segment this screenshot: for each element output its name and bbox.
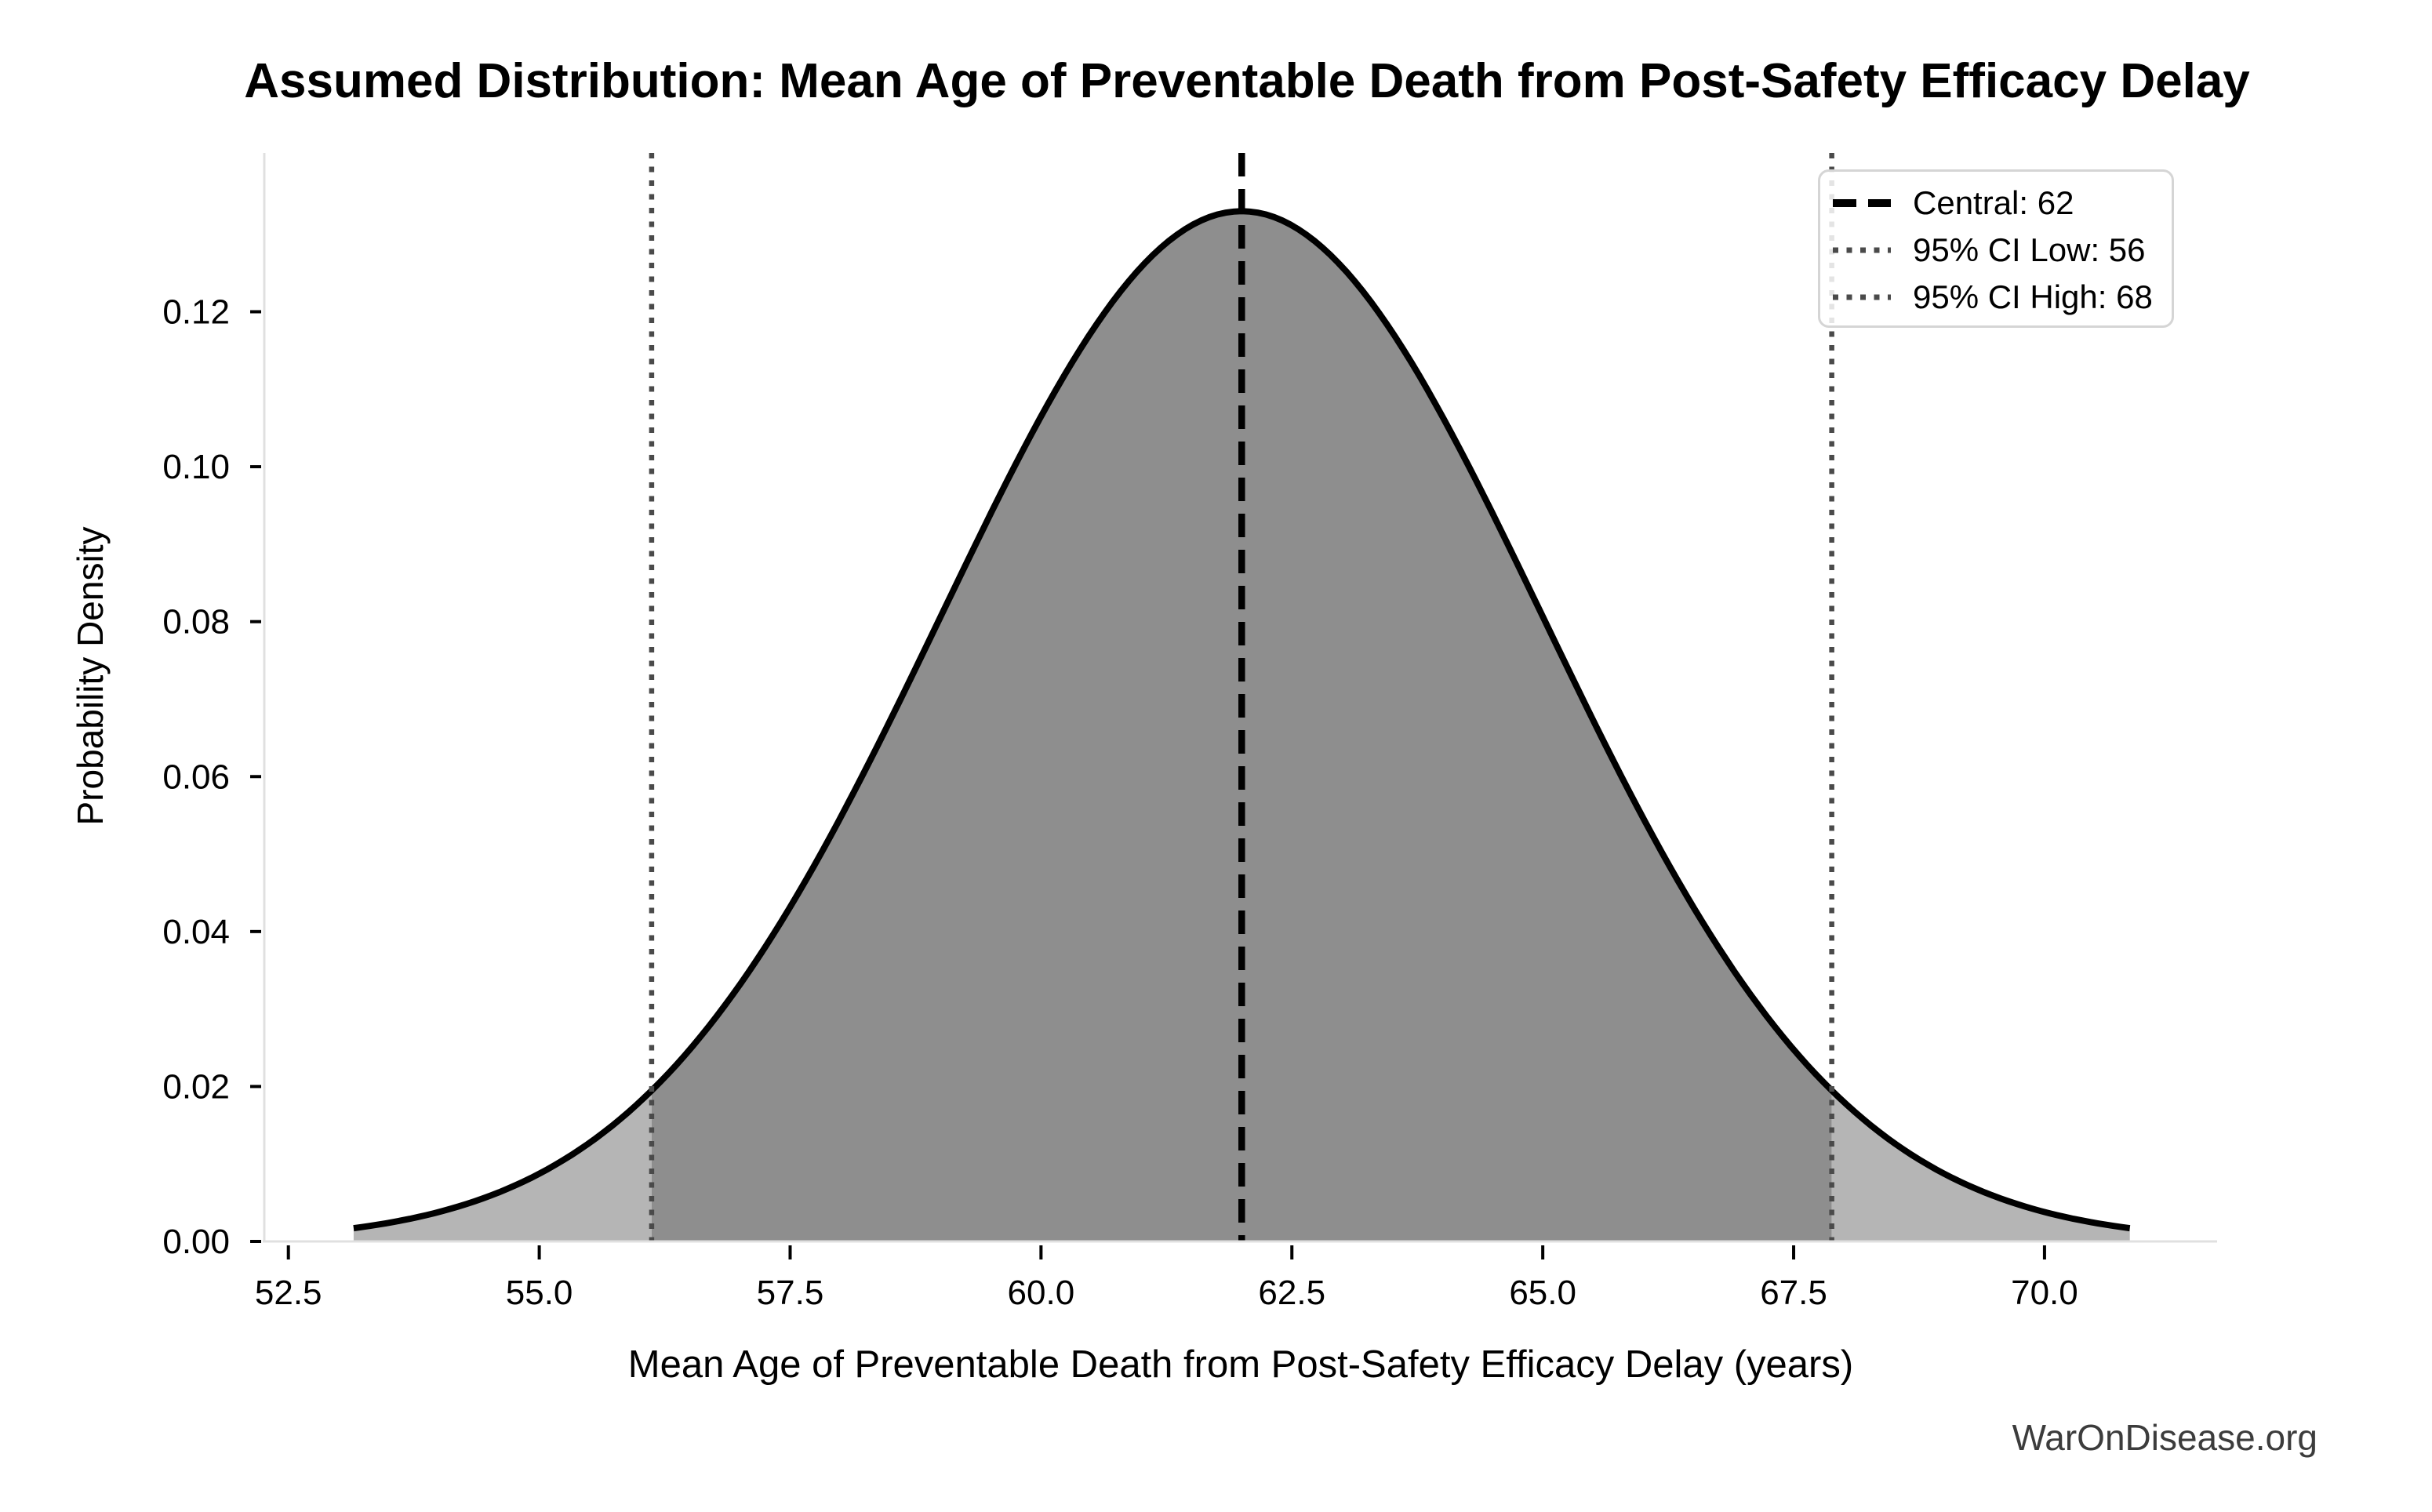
dashed-line-sample-icon: [1833, 199, 1891, 207]
y-tick-label: 0.02: [162, 1067, 230, 1106]
x-tick-label: 60.0: [1008, 1274, 1075, 1312]
x-tick-label: 70.0: [2011, 1274, 2078, 1312]
legend-label-ci-low: 95% CI Low: 56: [1913, 231, 2146, 268]
y-tick-label: 0.06: [162, 758, 230, 796]
x-tick-label: 52.5: [255, 1274, 322, 1312]
dotted-line-sample-icon: [1833, 294, 1891, 300]
legend-label-central: Central: 62: [1913, 184, 2074, 221]
left-tail-fill: [353, 1090, 652, 1241]
y-tick-label: 0.12: [162, 293, 230, 332]
x-tick-label: 62.5: [1258, 1274, 1325, 1312]
central-ci-fill: [651, 211, 1832, 1241]
chart-title: Assumed Distribution: Mean Age of Preven…: [244, 54, 2250, 108]
legend-item-ci-low: 95% CI Low: 56: [1831, 227, 2172, 274]
legend: Central: 62 95% CI Low: 56 95% CI High: …: [1818, 169, 2174, 328]
x-axis-title: Mean Age of Preventable Death from Post-…: [627, 1343, 1854, 1386]
y-tick-label: 0.04: [162, 913, 230, 951]
y-tick-label: 0.10: [162, 448, 230, 486]
dotted-line-sample-icon: [1833, 247, 1891, 253]
legend-item-ci-high: 95% CI High: 68: [1831, 274, 2172, 321]
right-tail-fill: [1831, 1090, 2130, 1241]
x-tick-label: 57.5: [757, 1274, 824, 1312]
x-tick-label: 67.5: [1760, 1274, 1827, 1312]
y-tick-label: 0.00: [162, 1223, 230, 1261]
x-tick-label: 55.0: [506, 1274, 573, 1312]
legend-label-ci-high: 95% CI High: 68: [1913, 278, 2153, 315]
legend-item-central: Central: 62: [1831, 180, 2172, 227]
y-tick-label: 0.08: [162, 603, 230, 642]
watermark: WarOnDisease.org: [2012, 1417, 2317, 1458]
x-tick-label: 65.0: [1509, 1274, 1576, 1312]
